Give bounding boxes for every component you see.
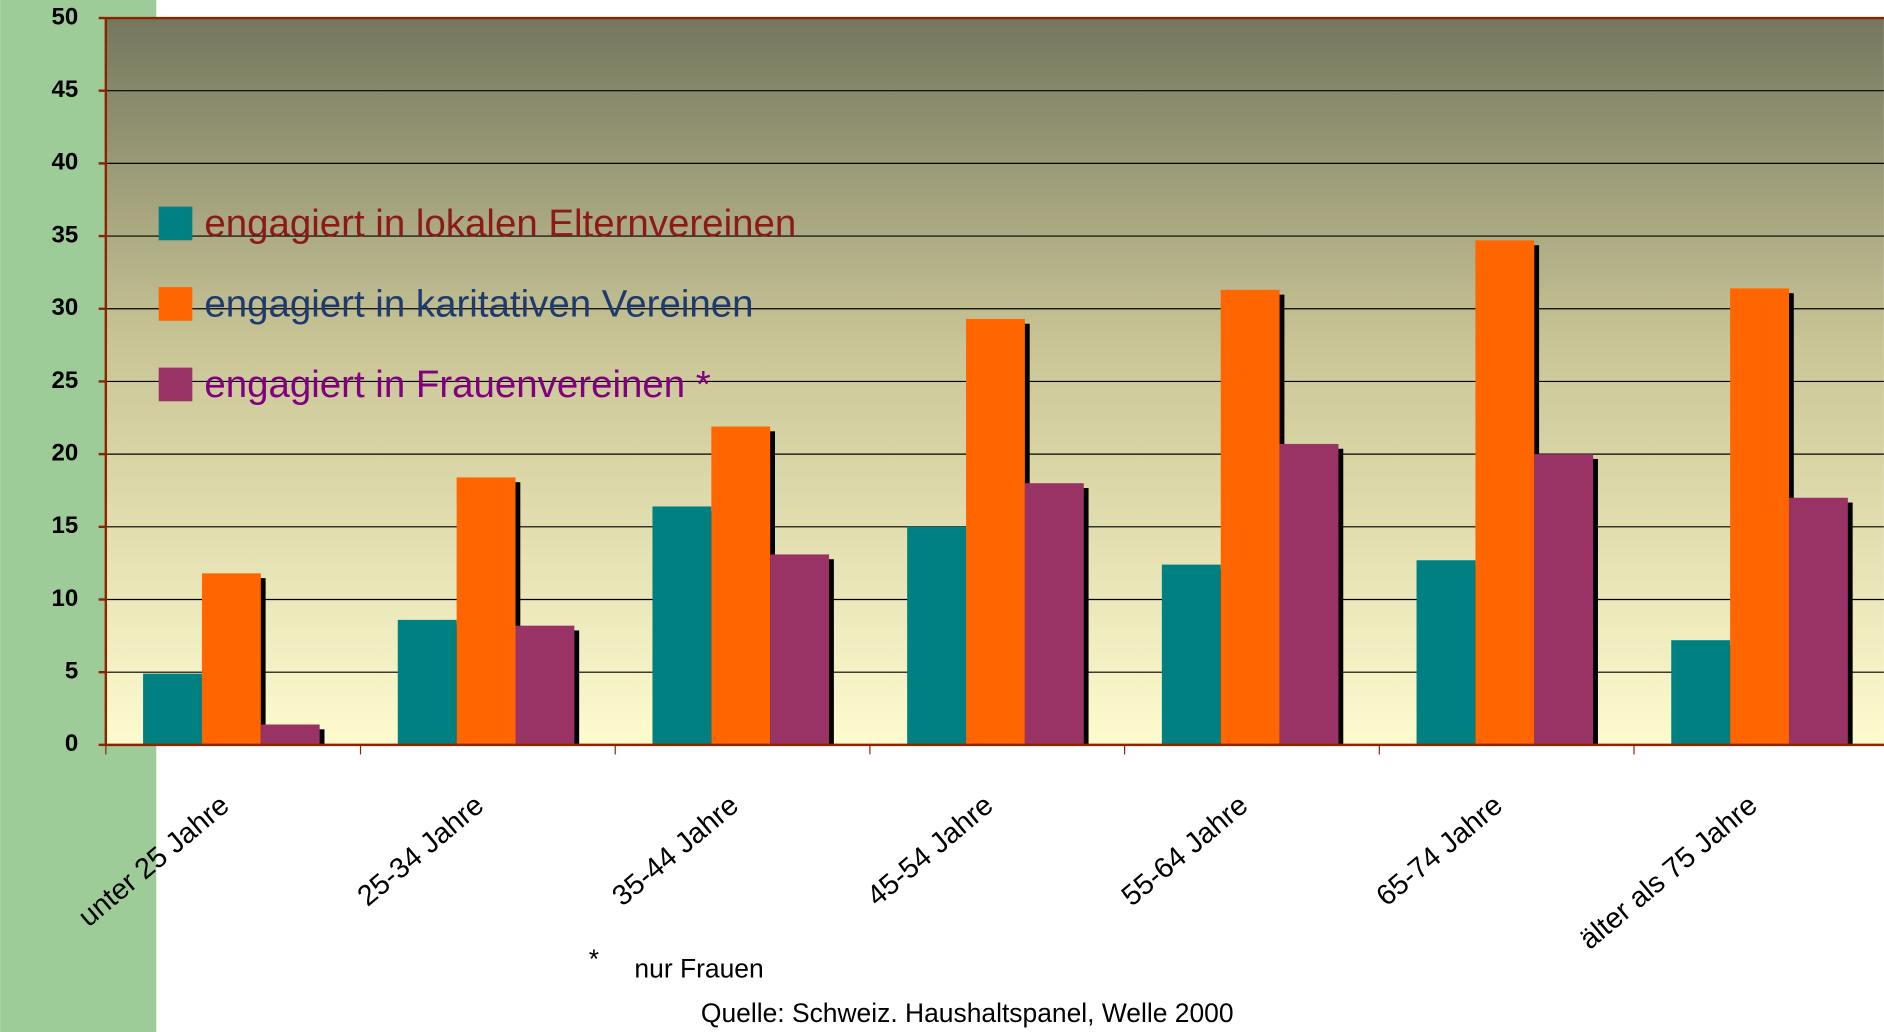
legend: engagiert in lokalen Elternvereinen engag… [158,202,796,406]
footnote: nur Frauen [634,954,763,984]
bar [260,724,320,745]
y-tick-label: 35 [51,221,78,248]
bar [1416,560,1476,745]
y-tick-label: 30 [51,294,78,321]
bar [907,526,967,745]
bar [966,318,1025,745]
y-tick-label: 45 [51,76,78,103]
y-tick-label: 0 [65,730,78,757]
y-tick-label: 5 [65,658,78,685]
legend-label: engagiert in Frauenvereinen * [204,363,710,406]
bar [397,619,457,745]
bar [1279,443,1339,745]
x-tick-label: 55-64 Jahre [1116,789,1254,912]
y-tick-label: 25 [51,367,78,394]
y-tick-label: 10 [51,585,78,612]
x-tick-label: 25-34 Jahre [352,789,490,912]
legend-swatch [158,206,193,241]
bar [1534,454,1594,745]
x-tick-label: 45-54 Jahre [861,789,999,912]
x-tick-label: älter als 75 Jahre [1574,789,1764,956]
bar [1475,240,1535,745]
bar [201,573,261,745]
bar [1220,289,1280,745]
source: Quelle: Schweiz. Haushaltspanel, Welle 2… [701,998,1234,1028]
bar [456,477,516,745]
bar [1024,483,1084,745]
legend-swatch [158,287,193,321]
x-tick-label: 65-74 Jahre [1370,789,1508,912]
bar [1671,640,1731,745]
bar [652,506,712,745]
x-tick-label: 35-44 Jahre [606,789,744,912]
legend-swatch [158,367,193,402]
y-tick-label: 20 [51,439,78,466]
y-tick-label: 40 [51,149,78,176]
bar [770,554,830,745]
bar [1161,564,1221,745]
y-tick-label: 50 [51,3,78,30]
bar [143,673,202,745]
bar [515,625,575,745]
legend-label: engagiert in karitativen Vereinen [204,283,753,326]
bar [1788,497,1848,745]
legend-label: engagiert in lokalen Elternvereinen [204,202,796,245]
bars [143,240,1853,745]
bar [1730,288,1789,745]
y-tick-label: 15 [51,512,78,539]
footnote-marker: * [589,944,599,974]
bar [711,426,771,745]
